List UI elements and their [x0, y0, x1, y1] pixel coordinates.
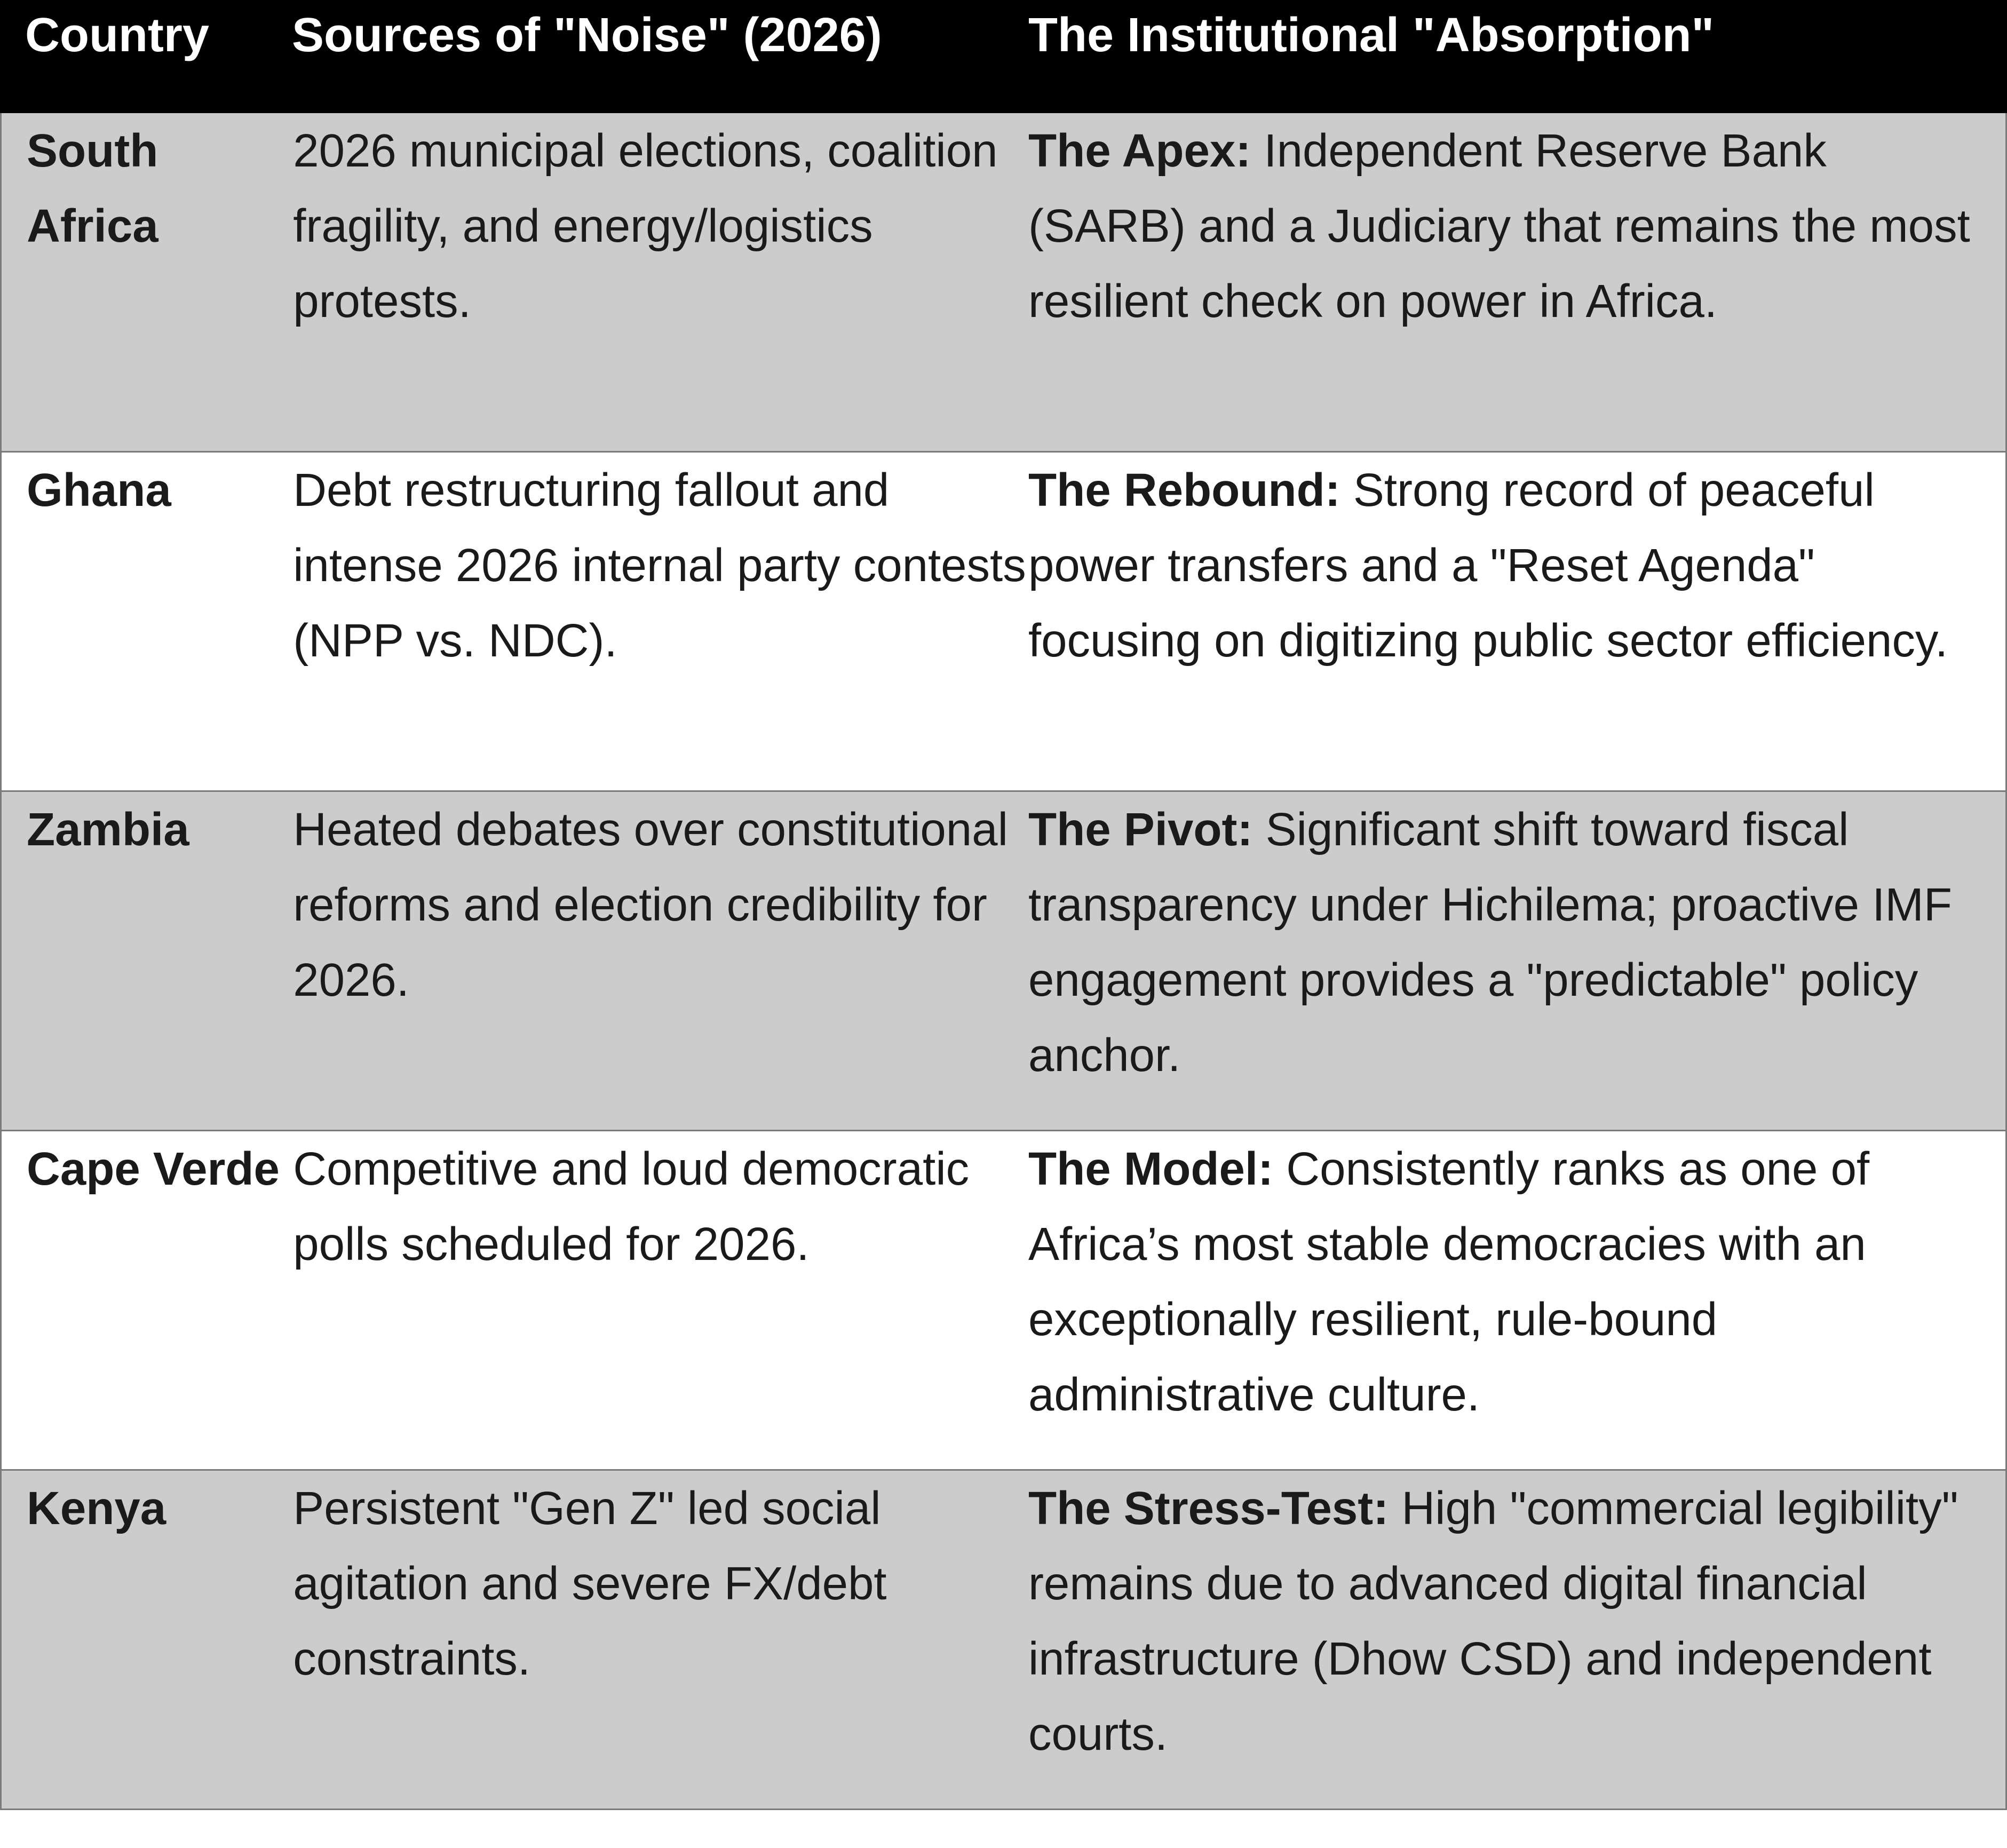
table-row: Kenya Persistent "Gen Z" led social agit…	[0, 1471, 2007, 1810]
comparison-table: Country Sources of "Noise" (2026) The In…	[0, 0, 2007, 1810]
table-header-row: Country Sources of "Noise" (2026) The In…	[0, 0, 2007, 113]
noise-cell: Heated debates over constitutional refor…	[293, 804, 1008, 1006]
absorption-lead: The Model:	[1028, 1143, 1274, 1195]
absorption-lead: The Pivot:	[1028, 804, 1253, 855]
country-cell: South Africa	[27, 125, 158, 252]
header-country: Country	[25, 9, 209, 62]
absorption-text: Strong record of peaceful power transfer…	[1028, 464, 1948, 667]
absorption-cell: The Apex: Independent Reserve Bank (SARB…	[1028, 113, 2005, 451]
table-row: South Africa 2026 municipal elections, c…	[0, 113, 2007, 453]
absorption-text: Consistently ranks as one of Africa’s mo…	[1028, 1143, 1870, 1421]
absorption-cell: The Pivot: Significant shift toward fisc…	[1028, 792, 2005, 1130]
header-absorption: The Institutional "Absorption"	[1028, 9, 1715, 62]
table-row: Cape Verde Competitive and loud democrat…	[0, 1131, 2007, 1471]
absorption-cell: The Rebound: Strong record of peaceful p…	[1028, 453, 2005, 790]
country-cell: Zambia	[27, 804, 189, 855]
table-row: Ghana Debt restructuring fallout and int…	[0, 453, 2007, 792]
header-noise: Sources of "Noise" (2026)	[292, 9, 882, 62]
absorption-text: High "commercial legibility" remains due…	[1028, 1482, 1958, 1760]
absorption-text: Significant shift toward fiscal transpar…	[1028, 804, 1952, 1081]
absorption-cell: The Stress-Test: High "commercial legibi…	[1028, 1471, 2005, 1809]
absorption-lead: The Stress-Test:	[1028, 1482, 1389, 1534]
table-row: Zambia Heated debates over constitutiona…	[0, 792, 2007, 1131]
absorption-lead: The Apex:	[1028, 125, 1251, 177]
noise-cell: Debt restructuring fallout and intense 2…	[293, 464, 1026, 667]
country-cell: Cape Verde	[27, 1143, 280, 1195]
country-cell: Ghana	[27, 464, 171, 516]
noise-cell: Persistent "Gen Z" led social agitation …	[293, 1482, 887, 1685]
absorption-cell: The Model: Consistently ranks as one of …	[1028, 1131, 2005, 1469]
absorption-lead: The Rebound:	[1028, 464, 1340, 516]
country-cell: Kenya	[27, 1482, 166, 1534]
noise-cell: 2026 municipal elections, coalition frag…	[293, 125, 998, 327]
noise-cell: Competitive and loud democratic polls sc…	[293, 1143, 970, 1270]
absorption-text: Independent Reserve Bank (SARB) and a Ju…	[1028, 125, 1970, 327]
